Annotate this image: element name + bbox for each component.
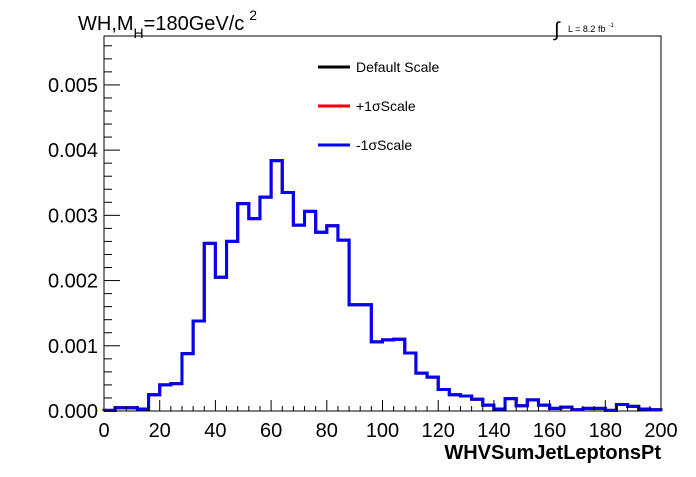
legend-label-1: Default Scale xyxy=(356,59,439,75)
x-axis: 0 20 40 60 80 100 120 140 160 180 200 xyxy=(98,400,678,442)
legend: Default Scale +1σScale -1σScale xyxy=(318,59,439,153)
x-tick-label: 20 xyxy=(149,420,171,442)
y-tick-label: 0.005 xyxy=(48,75,98,97)
y-tick-label: 0.002 xyxy=(48,271,98,293)
y-tick-label: 0.003 xyxy=(48,205,98,227)
x-tick-label: 0 xyxy=(98,420,109,442)
y-tick-label: 0.000 xyxy=(48,401,98,423)
x-tick-label: 60 xyxy=(260,420,282,442)
x-tick-label: 120 xyxy=(422,420,455,442)
chart-title-superscript: 2 xyxy=(249,7,257,23)
legend-label-2: +1σScale xyxy=(356,98,416,114)
lumi-superscript: -1 xyxy=(608,23,614,29)
chart-title-suffix: =180GeV/c xyxy=(144,13,245,35)
y-axis: 0.000 0.001 0.002 0.003 0.004 0.005 xyxy=(48,45,120,423)
histogram-series-group xyxy=(102,159,663,412)
x-tick-label: 160 xyxy=(533,420,566,442)
legend-label-3: -1σScale xyxy=(356,137,412,153)
y-tick-label: 0.004 xyxy=(48,140,98,162)
chart-title: WH,MH=180GeV/c 2 xyxy=(78,7,257,41)
x-tick-label: 200 xyxy=(644,420,677,442)
histogram-line-3 xyxy=(102,159,663,412)
chart-title-main: WH,M xyxy=(78,13,134,35)
lumi-label: L = 8.2 fb -1 xyxy=(568,23,614,34)
lumi-integral-sign: ∫ xyxy=(553,19,561,41)
x-tick-label: 180 xyxy=(589,420,622,442)
x-tick-label: 80 xyxy=(316,420,338,442)
lumi-text: L = 8.2 fb xyxy=(568,24,605,34)
y-tick-label: 0.001 xyxy=(48,336,98,358)
x-tick-label: 40 xyxy=(204,420,226,442)
chart-title-subscript: H xyxy=(134,25,144,41)
x-tick-label: 140 xyxy=(477,420,510,442)
x-axis-label: WHVSumJetLeptonsPt xyxy=(444,442,661,464)
x-tick-label: 100 xyxy=(366,420,399,442)
